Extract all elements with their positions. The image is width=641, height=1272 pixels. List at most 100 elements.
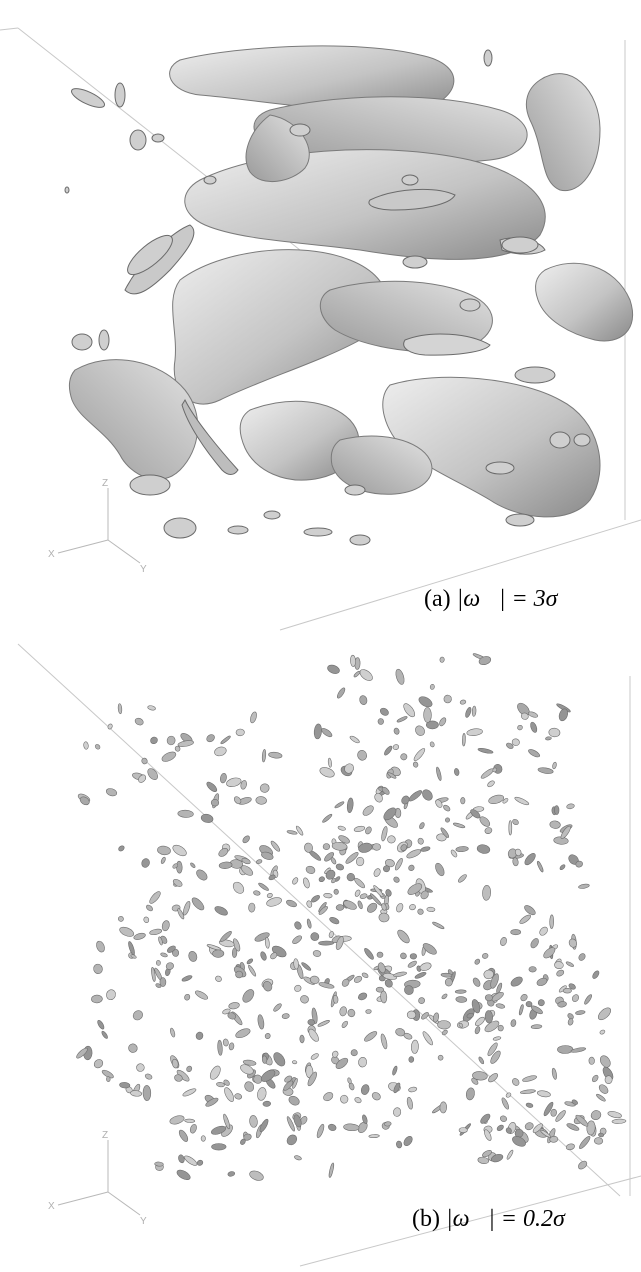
vortex-blob <box>240 1138 246 1145</box>
vortex-blob <box>407 883 423 895</box>
vortex-blob <box>235 1028 251 1039</box>
vortex-blob <box>301 962 312 971</box>
vortex-blob <box>174 1074 183 1082</box>
vortex-blob <box>119 1082 131 1089</box>
vortex-blob <box>432 921 445 929</box>
vortex-blob <box>491 1153 504 1163</box>
vortex-blob <box>257 1014 265 1030</box>
vortex-blob <box>150 736 158 745</box>
isosurface-render-a: Z X Y <box>0 27 641 631</box>
vortex-blob <box>598 1132 605 1138</box>
vortex-blob <box>353 670 361 678</box>
vortex-blob <box>396 1140 403 1149</box>
vortex-blob <box>255 859 263 864</box>
vortex-blob <box>357 900 363 910</box>
vortex-blob <box>248 902 256 913</box>
vortex-blob <box>235 970 243 979</box>
vortex-blob <box>378 912 390 923</box>
vortex-blob <box>316 1123 325 1139</box>
vortex-blob <box>268 751 283 759</box>
vortex-blob <box>243 1133 252 1141</box>
vortex-blob <box>458 1127 468 1133</box>
vortex-blob <box>186 1065 193 1073</box>
vortex-blob <box>318 940 334 946</box>
vortex-blob <box>373 868 381 877</box>
vortex-blob <box>383 865 390 873</box>
vortex-blob <box>571 994 580 1002</box>
vortex-blob <box>607 1111 622 1119</box>
vortex-blob <box>560 825 571 840</box>
vortex-blob <box>393 727 400 735</box>
vortex-blob <box>482 885 492 901</box>
vortex-blob <box>597 1007 612 1021</box>
vortex-blob <box>331 878 337 884</box>
vortex-blob <box>500 937 507 946</box>
axis-label-y-a: Y <box>140 564 147 575</box>
vortex-blob <box>310 932 320 941</box>
vortex-blob <box>340 1094 349 1104</box>
vortex-blob <box>211 1143 227 1151</box>
vortex-blob <box>484 1129 492 1141</box>
vortex-blob <box>370 893 382 906</box>
vortex-blob <box>484 827 493 834</box>
vortex-blob <box>222 1008 231 1015</box>
vortex-blob <box>232 938 241 952</box>
vortex-blob <box>353 825 366 832</box>
vortex-blob <box>432 1012 440 1023</box>
vortex-blob <box>159 977 167 987</box>
vortex-blob <box>372 843 381 851</box>
vortex-blob <box>147 768 158 780</box>
vortex-blob <box>308 1028 319 1042</box>
vortex-blob <box>418 997 425 1004</box>
vortex-blob <box>249 1170 264 1181</box>
vortex-blob <box>490 1050 501 1064</box>
vortex-blob <box>270 952 278 960</box>
vortex-blob <box>286 1134 298 1146</box>
vortex-blob <box>484 1020 500 1033</box>
vortex-blob <box>497 1024 504 1032</box>
vortex-blob <box>362 1114 368 1125</box>
vortex-blob <box>354 877 366 889</box>
vortex-blob <box>218 861 233 869</box>
vortex-blob <box>549 820 561 829</box>
vortex-blob <box>307 1019 316 1026</box>
vortex-blob <box>429 741 435 748</box>
vortex-blob <box>488 1073 499 1083</box>
caption-a-label: (a) <box>424 586 451 612</box>
vortex-blob <box>441 1029 448 1036</box>
vortex-blob <box>219 931 232 942</box>
vortex-blob <box>458 1022 464 1028</box>
vortex-blob <box>407 960 417 968</box>
vortex-blob <box>250 711 257 724</box>
vortex-blob <box>404 985 414 995</box>
vortex-blob <box>396 716 408 723</box>
vortex-blob <box>97 1019 105 1030</box>
vortex-blob <box>528 749 541 758</box>
vortex-blob <box>273 1052 286 1067</box>
vortex-blob <box>106 1076 111 1082</box>
axis-label-z-a: Z <box>102 478 108 489</box>
vortex-blob <box>462 733 466 747</box>
vortex-blob <box>128 941 135 956</box>
bounding-box-b <box>17 643 641 1267</box>
vortex-blob <box>548 727 561 738</box>
vortex-blob <box>304 842 313 853</box>
axis-label-y-b: Y <box>140 1216 147 1227</box>
vortex-blob <box>524 905 536 916</box>
vortex-blob <box>377 962 386 974</box>
vortex-blob <box>149 928 163 936</box>
vortex-blob <box>165 962 174 970</box>
vortex-blob <box>506 1149 514 1160</box>
vortex-blob <box>549 914 555 929</box>
vortex-blob <box>206 734 215 743</box>
vortex-blob <box>223 1113 231 1130</box>
vortex-blob <box>323 1092 334 1102</box>
vortex-blob <box>141 858 150 868</box>
vortex-blob <box>385 889 392 897</box>
vortex-blob <box>359 669 373 681</box>
vortex-blob <box>393 1107 402 1117</box>
vortex-blob <box>570 1047 587 1053</box>
vortex-blob <box>423 707 432 723</box>
vortex-blob <box>183 900 191 916</box>
vortex-blob <box>496 982 503 994</box>
